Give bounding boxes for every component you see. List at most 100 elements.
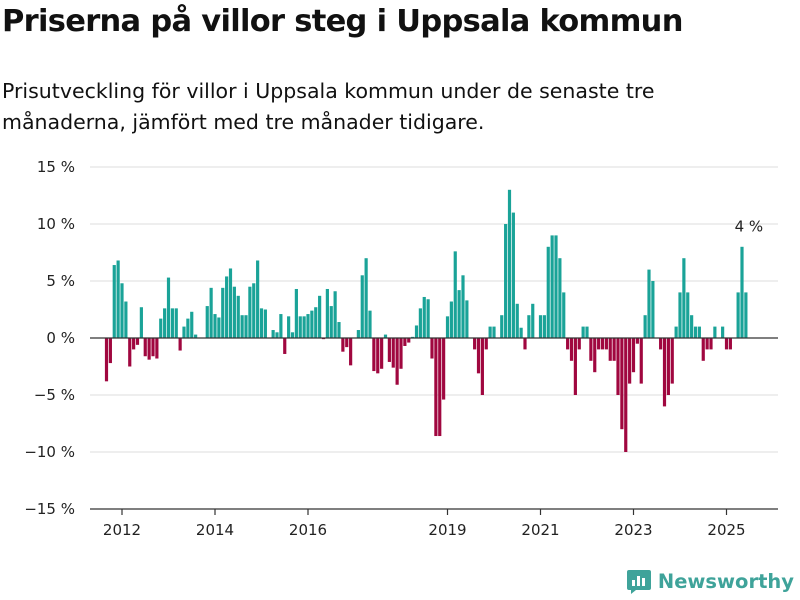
y-tick-label: −5 %: [34, 386, 75, 404]
bar: [608, 338, 612, 361]
bar: [515, 303, 519, 338]
bar: [465, 300, 469, 338]
bar: [721, 326, 725, 338]
bar: [275, 332, 279, 338]
bar: [418, 308, 422, 338]
bar: [217, 317, 221, 338]
bar: [581, 326, 585, 338]
bar: [259, 308, 264, 338]
bar: [566, 338, 570, 350]
bar: [349, 338, 353, 366]
chart-title: Priserna på villor steg i Uppsala kommun: [2, 4, 683, 39]
bar: [108, 338, 112, 364]
bar: [120, 283, 124, 338]
bar: [523, 338, 527, 350]
bar: [426, 299, 430, 338]
x-tick-label: 2012: [103, 521, 141, 539]
newsworthy-logo: Newsworthy: [626, 568, 794, 594]
bar: [318, 295, 322, 338]
bar: [600, 338, 605, 350]
bar: [139, 307, 143, 338]
bar: [178, 338, 182, 351]
bar: [438, 338, 442, 437]
bar: [589, 338, 593, 361]
bar: [597, 338, 601, 350]
bar: [728, 338, 732, 350]
bar: [670, 338, 674, 384]
bar: [364, 258, 368, 338]
bar: [624, 338, 628, 452]
bar: [360, 275, 364, 338]
newsworthy-logo-icon: [626, 570, 651, 594]
bar: [135, 338, 140, 345]
brand-name: Newsworthy: [657, 569, 794, 593]
bar: [701, 338, 705, 361]
bar: [143, 338, 147, 357]
bar: [453, 251, 457, 338]
bar: [395, 338, 399, 385]
bar: [399, 338, 403, 369]
bar: [500, 315, 504, 338]
bar: [476, 338, 481, 374]
bar: [225, 276, 229, 338]
bar: [484, 338, 488, 350]
bar: [306, 314, 310, 338]
bar: [690, 315, 694, 338]
bar: [163, 308, 167, 338]
bar: [151, 338, 155, 357]
bar: [232, 286, 236, 338]
bar: [194, 334, 198, 338]
bar: [209, 287, 213, 338]
bar: [593, 338, 597, 373]
bar: [283, 338, 287, 354]
bar: [686, 292, 690, 338]
bar: [166, 277, 171, 338]
bar: [213, 314, 217, 338]
y-tick-label: 15 %: [37, 158, 75, 176]
bar: [569, 338, 574, 361]
bar: [159, 318, 163, 338]
x-tick-label: 2019: [428, 521, 466, 539]
y-tick-label: −15 %: [24, 500, 75, 518]
bar: [713, 326, 717, 338]
bar: [132, 338, 136, 350]
bar: [252, 283, 256, 338]
bar: [407, 338, 411, 343]
bar: [643, 315, 647, 338]
bar: [387, 338, 391, 362]
bar: [724, 338, 729, 350]
bar: [147, 338, 151, 360]
bar: [244, 315, 248, 338]
bar: [647, 269, 651, 338]
bar: [271, 330, 275, 338]
bar: [368, 310, 372, 338]
x-tick-label: 2021: [521, 521, 559, 539]
bar: [662, 338, 667, 407]
bar: [376, 338, 380, 374]
bar: [542, 315, 546, 338]
bar: [442, 338, 446, 400]
bar: [585, 326, 589, 338]
bar: [287, 316, 291, 338]
bar: [294, 288, 298, 338]
bar: [558, 258, 562, 338]
bar: [697, 326, 701, 338]
bar: [325, 288, 329, 338]
bar: [674, 326, 678, 338]
bar: [480, 338, 484, 395]
bar: [573, 338, 577, 395]
bar: [666, 338, 670, 395]
bar: [205, 306, 209, 338]
bar: [329, 306, 333, 338]
latest-value-annotation: 4 %: [735, 217, 764, 235]
bar: [302, 316, 306, 338]
bar: [616, 338, 620, 395]
x-tick-label: 2016: [289, 521, 327, 539]
bar: [279, 314, 283, 338]
bar: [744, 292, 748, 338]
bar: [488, 326, 492, 338]
bar: [403, 338, 407, 346]
bar: [345, 338, 349, 348]
bar: [430, 338, 434, 359]
bar: [174, 308, 178, 338]
